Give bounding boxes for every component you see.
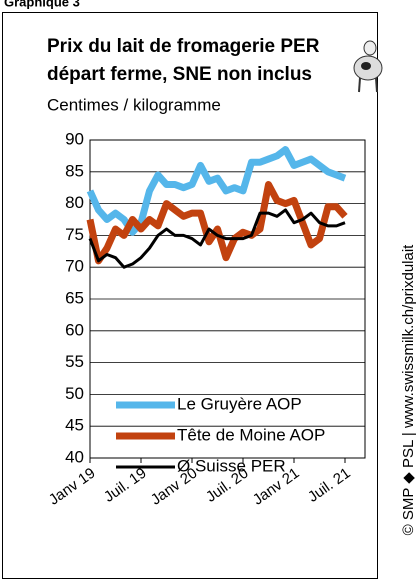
chart-title: départ ferme, SNE non inclus <box>47 64 312 85</box>
chart-title: Prix du lait de fromagerie PER <box>47 36 320 57</box>
chart-subtitle: Centimes / kilogramme <box>47 95 221 114</box>
x-tick-label: Juil. 21 <box>305 465 354 506</box>
plot-area <box>89 139 366 459</box>
series-line <box>86 181 348 265</box>
y-tick-label: 70 <box>65 257 84 276</box>
y-tick-label: 40 <box>65 447 84 466</box>
y-tick-label: 90 <box>65 129 84 148</box>
series-line <box>86 146 347 236</box>
figure-label: Graphique 3 <box>4 0 80 9</box>
y-tick-label: 55 <box>65 352 84 371</box>
y-tick-label: 65 <box>65 288 84 307</box>
x-tick-label: Janv 19 <box>46 465 99 509</box>
series-line <box>88 208 346 269</box>
y-tick-label: 50 <box>65 384 84 403</box>
legend-label: Tête de Moine AOP <box>177 425 325 444</box>
y-tick-label: 80 <box>65 193 84 212</box>
legend-label: Ø Suisse PER <box>177 456 286 475</box>
legend-label: Le Gruyère AOP <box>177 394 302 413</box>
credit: © SMP ◆ PSL | www.swissmilk.ch/prixdulai… <box>400 244 417 536</box>
x-tick-label: Juil. 19 <box>101 465 150 506</box>
frame <box>2 12 378 579</box>
y-tick-label: 75 <box>65 225 84 244</box>
y-tick-label: 45 <box>65 416 84 435</box>
y-tick-label: 60 <box>65 320 84 339</box>
y-tick-label: 85 <box>65 161 84 180</box>
cow-icon <box>353 40 383 93</box>
